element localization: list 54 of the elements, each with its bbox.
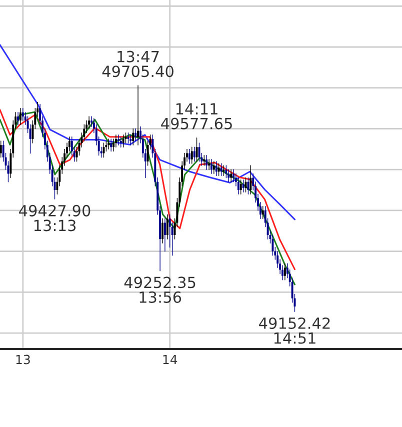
candlestick — [232, 169, 234, 182]
candlestick — [228, 169, 230, 182]
candlestick — [222, 165, 225, 176]
annotation: 49152.42 14:51 — [259, 317, 330, 344]
candlestick — [122, 134, 124, 148]
candlestick — [88, 116, 90, 130]
candlestick — [203, 154, 206, 166]
candlestick — [244, 177, 247, 192]
candlestick — [164, 218, 166, 252]
candlestick — [206, 154, 208, 170]
candlestick — [208, 159, 210, 170]
annotation: 49427.90 13:13 — [19, 204, 90, 232]
candlestick — [0, 140, 2, 158]
annotation: 13:47 49705.40 — [102, 50, 174, 78]
annotation: 14:11 49577.65 — [161, 103, 232, 130]
candlestick — [134, 128, 137, 142]
candlestick — [112, 138, 115, 152]
candlestick — [162, 218, 164, 244]
candlestick — [284, 263, 286, 280]
candlestick — [247, 177, 250, 194]
annotation: 49252.35 13:56 — [124, 276, 196, 303]
candlestick — [188, 148, 190, 164]
candlestick — [190, 146, 193, 164]
candlestick — [240, 179, 242, 194]
candlestick — [225, 165, 228, 178]
candlestick — [215, 161, 218, 176]
candlestick — [137, 85, 139, 146]
candlestick — [218, 163, 220, 176]
candlestick — [230, 169, 232, 182]
candlestick — [22, 108, 24, 121]
candlestick — [250, 165, 252, 194]
candlestick — [117, 134, 120, 146]
candlestick — [127, 132, 130, 144]
candlestick — [110, 138, 112, 152]
x-tick-label: 13 — [16, 354, 30, 364]
candlestick — [212, 161, 215, 174]
candlestick — [193, 146, 196, 162]
candlestick — [220, 163, 222, 176]
candlestick — [19, 108, 22, 125]
candlestick — [242, 179, 244, 192]
candlestick — [130, 134, 132, 146]
candlestick — [108, 138, 110, 150]
candlestick — [132, 128, 134, 146]
candlestick — [124, 132, 127, 144]
candlestick — [237, 177, 240, 194]
candlestick — [196, 138, 198, 162]
candlestick — [272, 234, 274, 256]
candlestick — [166, 214, 168, 240]
x-tick-label: 14 — [163, 354, 178, 364]
candlestick — [210, 159, 212, 174]
candlestick — [17, 112, 20, 125]
candlestick — [114, 134, 117, 148]
candlestick — [120, 136, 122, 148]
candlestick — [262, 206, 264, 219]
